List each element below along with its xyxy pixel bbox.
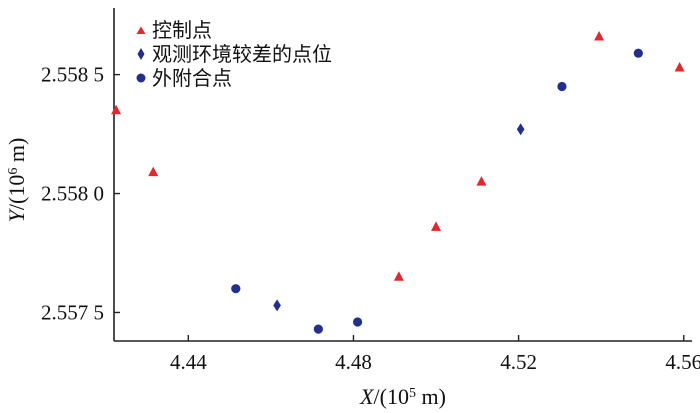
legend-diamond-marker [137,48,145,60]
x-axis-var: X [359,384,375,409]
data-point-circle [313,324,323,334]
x-tick-label: 4.48 [335,350,372,374]
x-tick-label: 4.56 [665,350,700,374]
data-points [111,31,685,334]
y-axis-unit-pre: /(10 [4,175,29,210]
y-tick-label: 2.557 5 [41,300,104,324]
x-tick-label: 4.52 [500,350,537,374]
legend-triangle-marker [136,26,146,34]
legend-label-control: 控制点 [152,18,212,42]
y-tick-label: 2.558 5 [41,63,104,87]
data-point-diamond [273,299,281,312]
legend-item-external: 外附合点 [136,66,232,90]
y-axis-ticks: 2.557 5 2.558 0 2.558 5 [41,63,120,324]
y-axis-var: Y [4,207,29,222]
data-point-triangle [148,166,159,177]
x-axis-unit-pre: /(10 [374,384,409,409]
y-tick-label: 2.558 0 [41,182,104,206]
x-axis-title: X/(105 m) [359,384,446,409]
data-point-circle [352,317,363,327]
legend-label-external: 外附合点 [152,66,232,90]
y-axis-title: Y/(106 m) [4,138,29,223]
x-axis-ticks: 4.44 4.48 4.52 4.56 [170,335,700,374]
x-axis-exp: 5 [409,386,416,401]
legend: 控制点 观测环境较差的点位 外附合点 [136,18,332,90]
data-point-triangle [594,31,605,41]
legend-label-poor-env: 观测环境较差的点位 [152,42,332,66]
data-point-triangle [431,221,442,231]
data-point-triangle [111,104,122,115]
legend-item-poor-env: 观测环境较差的点位 [137,42,332,66]
x-axis-unit-post: m) [416,384,446,409]
data-point-triangle [476,176,487,186]
data-point-circle [633,48,643,58]
data-point-triangle [393,271,404,281]
y-axis-exp: 6 [6,168,21,175]
legend-circle-marker [136,73,146,83]
y-axis-unit-post: m) [4,138,29,168]
data-point-diamond [516,123,525,136]
x-tick-label: 4.44 [170,350,207,374]
data-point-circle [231,284,241,294]
legend-item-control: 控制点 [136,18,212,42]
data-point-triangle [674,61,685,72]
data-point-circle [557,81,567,92]
